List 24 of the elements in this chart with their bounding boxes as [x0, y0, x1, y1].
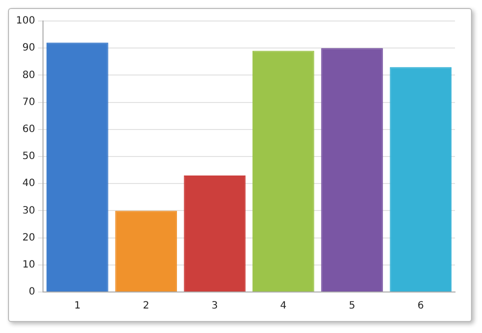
bar	[184, 175, 246, 292]
x-tick-label: 2	[142, 300, 150, 312]
y-tick-label: 80	[22, 70, 36, 81]
bar	[46, 42, 108, 292]
y-tick-label: 70	[22, 96, 36, 108]
bar	[390, 67, 452, 292]
bar	[252, 50, 314, 292]
bar	[321, 48, 383, 292]
y-tick-label: 40	[22, 178, 36, 190]
y-tick-label: 0	[28, 286, 36, 298]
y-tick-label: 100	[16, 16, 36, 27]
y-tick-label: 90	[22, 42, 36, 54]
x-tick-label: 5	[348, 300, 356, 312]
x-tick-label: 1	[74, 300, 81, 312]
x-tick-label: 3	[212, 300, 218, 312]
y-tick-label: 50	[22, 151, 36, 162]
x-tick-label: 4	[280, 300, 287, 312]
y-tick-label: 20	[22, 232, 36, 244]
y-tick-label: 10	[22, 259, 36, 270]
y-tick-label: 30	[22, 205, 36, 216]
x-tick-label: 6	[417, 300, 424, 312]
y-tick-label: 60	[22, 124, 36, 135]
frame: 1 2 3 4 5 6 0 10 20 30 40 50 60 70 80 90 100	[8, 8, 472, 322]
bar	[115, 210, 177, 292]
